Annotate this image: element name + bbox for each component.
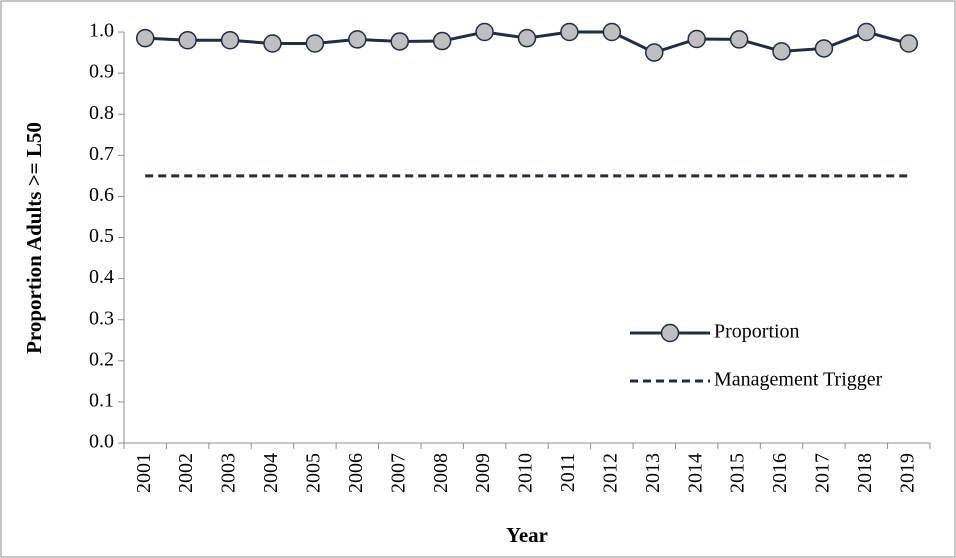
point bbox=[729, 30, 749, 49]
point bbox=[772, 42, 791, 61]
x-tick-label: 2010 bbox=[515, 453, 537, 493]
point bbox=[645, 43, 664, 62]
x-tick-label: 2007 bbox=[387, 453, 409, 493]
x-tick-label: 2008 bbox=[430, 453, 452, 493]
x-tick-label: 2003 bbox=[218, 453, 240, 493]
point bbox=[857, 22, 876, 42]
point bbox=[560, 22, 579, 42]
point bbox=[178, 30, 197, 50]
x-tick-label: 2014 bbox=[684, 453, 706, 493]
y-tick-label: 0.2 bbox=[89, 348, 114, 370]
point bbox=[814, 39, 834, 58]
point bbox=[348, 30, 367, 49]
x-tick-label: 2011 bbox=[557, 453, 579, 492]
y-tick-label: 0.0 bbox=[89, 431, 114, 453]
y-tick-label: 0.7 bbox=[89, 143, 114, 165]
point bbox=[432, 31, 452, 51]
x-tick-label: 2001 bbox=[133, 453, 155, 493]
y-tick-label: 0.9 bbox=[89, 61, 114, 83]
legend-label: Proportion bbox=[714, 321, 800, 343]
point bbox=[263, 34, 282, 53]
y-tick-label: 0.6 bbox=[89, 184, 114, 206]
y-axis-title: Proportion Adults >= L50 bbox=[22, 122, 46, 354]
x-tick-label: 2015 bbox=[727, 453, 749, 493]
point bbox=[390, 32, 409, 51]
point bbox=[135, 28, 155, 48]
y-tick-label: 0.3 bbox=[89, 307, 114, 329]
x-tick-label: 2017 bbox=[812, 453, 834, 493]
y-tick-label: 0.1 bbox=[89, 389, 114, 411]
point bbox=[305, 34, 325, 53]
point bbox=[602, 22, 622, 42]
x-tick-label: 2002 bbox=[175, 453, 197, 493]
legend-marker bbox=[660, 323, 680, 343]
point bbox=[517, 28, 537, 48]
x-tick-label: 2016 bbox=[769, 453, 791, 493]
y-tick-label: 0.8 bbox=[89, 102, 114, 124]
x-axis-title: Year bbox=[506, 523, 548, 547]
y-tick-label: 0.4 bbox=[89, 266, 114, 288]
point bbox=[220, 30, 240, 50]
x-tick-label: 2013 bbox=[642, 453, 664, 493]
y-tick-label: 0.5 bbox=[89, 225, 114, 247]
x-tick-label: 2005 bbox=[302, 453, 324, 493]
point bbox=[899, 34, 919, 53]
legend-label: Management Trigger bbox=[714, 369, 883, 391]
x-tick-label: 2004 bbox=[260, 453, 282, 493]
x-tick-label: 2009 bbox=[472, 453, 494, 493]
x-tick-label: 2019 bbox=[896, 453, 918, 493]
x-tick-label: 2006 bbox=[345, 453, 367, 493]
point bbox=[475, 22, 494, 42]
point bbox=[687, 29, 706, 49]
x-tick-label: 2018 bbox=[854, 453, 876, 493]
y-tick-label: 1.0 bbox=[89, 20, 114, 42]
x-tick-label: 2012 bbox=[599, 453, 621, 493]
